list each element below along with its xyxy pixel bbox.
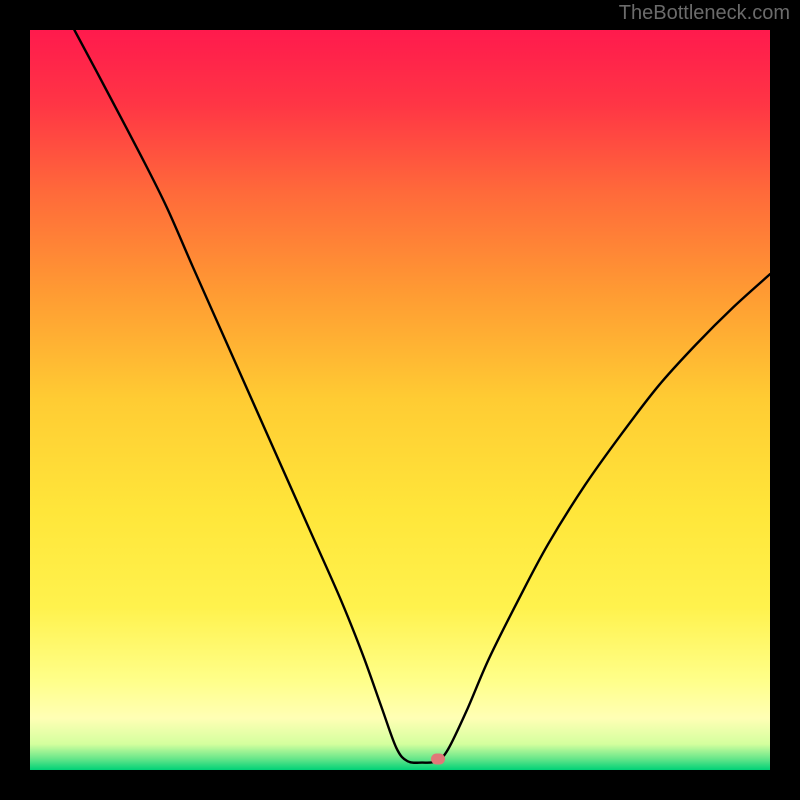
bottleneck-curve: [30, 30, 770, 770]
watermark-text: TheBottleneck.com: [619, 2, 790, 25]
chart-area: [30, 30, 770, 770]
optimal-point-marker: [431, 753, 445, 764]
